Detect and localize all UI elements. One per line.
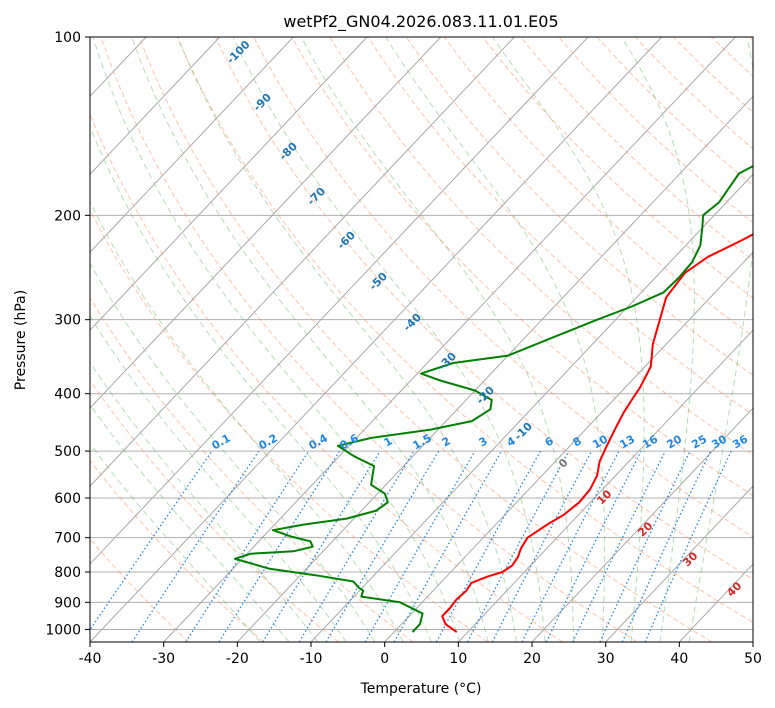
x-tick-label: 30 <box>597 651 615 667</box>
mixing-ratio-line <box>644 450 732 642</box>
dry-adiabat <box>329 37 753 456</box>
isotherm-line <box>531 407 753 642</box>
isotherm-line <box>90 37 221 176</box>
chart-title: wetPf2_GN04.2026.083.11.01.E05 <box>283 12 558 32</box>
mixing-ratio-line <box>262 450 381 642</box>
moist-adiabat <box>92 37 461 642</box>
moist-adiabat <box>620 37 695 642</box>
moist-adiabat <box>385 37 606 642</box>
moist-adiabat <box>90 200 404 642</box>
mixing-ratio-line <box>466 450 570 642</box>
moist-adiabat <box>232 37 546 642</box>
y-tick-label: 400 <box>54 387 81 403</box>
y-tick-label: 500 <box>54 444 81 460</box>
dry-adiabat <box>100 37 638 642</box>
moist-adiabat <box>491 37 645 642</box>
x-axis-ticks: -40 -30 -20 -10 0 10 20 30 40 50 <box>79 642 762 667</box>
y-tick-label: 300 <box>54 313 81 329</box>
mixing-ratio-line <box>393 450 503 642</box>
isotherm-line <box>90 37 663 642</box>
mixing-ratio-line <box>435 450 541 642</box>
isotherm-line <box>384 251 753 642</box>
y-tick-label: 200 <box>54 208 81 224</box>
x-axis-title: Temperature (°C) <box>360 681 482 697</box>
mixing-ratio-line <box>545 450 642 642</box>
mixing-ratio-line <box>131 450 260 642</box>
isotherm-line <box>310 173 753 642</box>
y-axis-title: Pressure (hPa) <box>13 290 29 390</box>
mixing-ratio-line <box>218 450 341 642</box>
y-tick-label: 700 <box>54 531 81 547</box>
isotherm-line <box>90 37 442 409</box>
dry-adiabat <box>90 538 190 642</box>
dry-adiabat <box>291 37 753 497</box>
dry-adiabat <box>405 37 753 376</box>
moist-adiabat <box>90 361 319 642</box>
isotherm-line <box>90 37 515 487</box>
moist-adiabat <box>90 262 376 642</box>
moist-adiabat <box>688 37 753 642</box>
isotherm-line <box>90 37 294 253</box>
y-tick-label: 800 <box>54 565 81 581</box>
dry-adiabat <box>176 37 753 623</box>
isotherm-line <box>605 485 753 642</box>
x-tick-label: 40 <box>670 651 688 667</box>
skewed-isotherms <box>90 37 753 642</box>
mixing-ratio-line <box>521 450 620 642</box>
mixing-ratio-line <box>185 450 310 642</box>
x-tick-label: -30 <box>152 651 175 667</box>
y-axis-ticks: 100 200 300 400 500 600 700 800 900 1000 <box>45 30 90 638</box>
moist-adiabat <box>90 125 432 642</box>
dry-adiabat <box>90 112 563 642</box>
moist-adiabat <box>90 403 290 642</box>
dry-adiabat <box>138 37 712 642</box>
moist-adiabat <box>90 314 347 642</box>
dry-adiabat <box>90 208 488 642</box>
dry-adiabat <box>482 37 753 299</box>
dry-adiabat <box>367 37 753 416</box>
x-tick-label: -10 <box>300 651 323 667</box>
moist-adiabat <box>131 37 489 642</box>
y-tick-label: 600 <box>54 491 81 507</box>
isotherm-line <box>457 329 753 642</box>
isotherm-line <box>90 37 589 565</box>
x-tick-label: 50 <box>744 651 762 667</box>
isotherm-line <box>163 37 736 642</box>
x-tick-label: -20 <box>226 651 249 667</box>
mixing-ratio-line <box>90 450 213 631</box>
dewpoint-profile <box>233 164 753 633</box>
moist-adiabat <box>300 37 575 642</box>
dry-adiabat <box>214 37 753 580</box>
moist-adiabat <box>177 37 517 642</box>
y-tick-label: 1000 <box>45 622 81 638</box>
y-tick-label: 100 <box>54 30 81 46</box>
x-tick-label: -40 <box>79 651 102 667</box>
profile-series <box>233 164 753 633</box>
dry-adiabat <box>90 459 264 642</box>
x-tick-label: 10 <box>449 651 467 667</box>
x-tick-label: 20 <box>523 651 541 667</box>
temperature-profile <box>441 233 753 633</box>
x-tick-label: 0 <box>380 651 389 667</box>
y-tick-label: 900 <box>54 595 81 611</box>
moist-adiabats <box>90 37 753 642</box>
plot-frame <box>89 36 754 643</box>
isotherm-line <box>90 37 368 331</box>
isotherm-line <box>236 95 753 642</box>
mixing-ratio-lines <box>90 450 732 642</box>
